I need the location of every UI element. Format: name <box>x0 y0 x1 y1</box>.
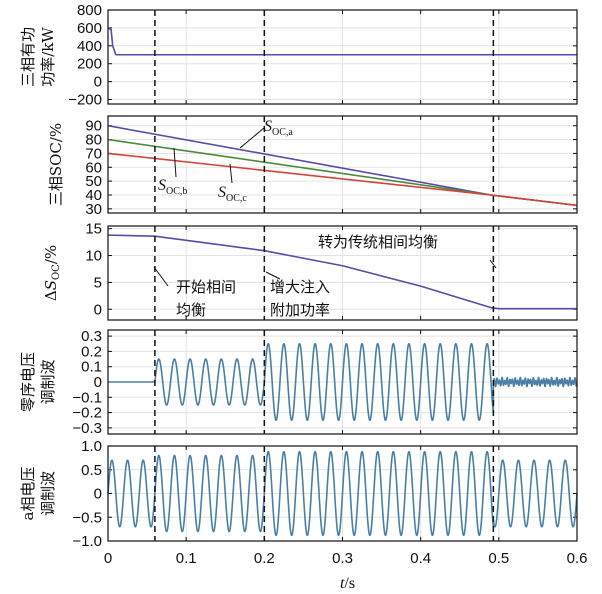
y-tick-label: −0.3 <box>72 420 102 437</box>
annotation-start-balance-1: 开始相间 <box>176 278 236 296</box>
annotation-leader <box>153 266 169 287</box>
y-tick-label: 5 <box>94 274 102 291</box>
plot-frame <box>107 9 578 105</box>
y-tick-label: −0.5 <box>72 509 102 526</box>
annotation-traditional: 转为传统相间均衡 <box>318 233 438 251</box>
annotation-leader <box>265 271 281 280</box>
y-tick-label: 0.5 <box>81 462 102 479</box>
y-tick-label: 0 <box>94 486 102 503</box>
y-tick-label: 0 <box>94 374 102 391</box>
y-tick-label: 1.0 <box>81 438 102 455</box>
y-tick-label: −1.0 <box>72 533 102 550</box>
y-tick-label: 30 <box>85 201 102 218</box>
annotation-soc-b: SOC,b <box>158 177 187 197</box>
y-tick-label: 90 <box>85 118 102 135</box>
series-line-zero_seq-0 <box>107 342 578 422</box>
y-tick-label: 200 <box>77 56 102 73</box>
y-tick-label: 0.3 <box>81 328 102 345</box>
annotation-start-balance-2: 均衡 <box>176 301 206 319</box>
x-tick-label: 0 <box>104 550 112 567</box>
panel-phase_a: 1.0 0.5 0 −0.5 −1.0 a相电压 调制波 <box>19 438 578 550</box>
annotation-increase-power-1: 增大注入 <box>270 278 330 296</box>
y-tick-label: 0 <box>94 301 102 318</box>
plot-frame <box>107 445 578 542</box>
annotation-leader <box>229 163 233 184</box>
series-line-dsoc-0 <box>107 234 577 310</box>
panel-dsoc: 15 10 5 0 ΔSOC/% <box>42 221 578 321</box>
y-tick-label: 600 <box>77 20 102 37</box>
annotation-increase-power-2: 附加功率 <box>270 301 330 319</box>
series-line-phase_a-0 <box>107 450 578 537</box>
y-axis-label: 三相有功 功率/kW <box>19 27 57 87</box>
y-axis-label: ΔSOC/% <box>42 245 62 301</box>
y-tick-label: −0.1 <box>72 389 102 406</box>
y-tick-label: 10 <box>85 248 102 265</box>
series-line-power-0 <box>107 27 577 56</box>
annotation-leader <box>489 259 497 269</box>
y-tick-label: −0.2 <box>72 405 102 422</box>
y-tick-label: −200 <box>68 92 102 109</box>
x-tick-label: 0.2 <box>254 550 275 567</box>
x-tick-label: 0.1 <box>176 550 197 567</box>
y-tick-label: 15 <box>85 221 102 238</box>
series-line-soc-2 <box>107 152 578 207</box>
annotation-soc-c: SOC,c <box>218 184 247 204</box>
y-tick-label: 70 <box>85 145 102 162</box>
y-axis-label: 三相SOC/% <box>47 123 65 206</box>
annotation-leader <box>173 147 177 178</box>
plot-frame <box>107 115 578 214</box>
y-axis-label: 零序电压 调制波 <box>19 352 57 412</box>
y-tick-label: 0 <box>94 74 102 91</box>
y-tick-label: 800 <box>77 2 102 19</box>
annotation-leader <box>239 127 265 149</box>
y-tick-label: 80 <box>85 132 102 149</box>
plot-frame <box>107 225 578 321</box>
x-tick-label: 0.6 <box>567 550 588 567</box>
y-tick-label: 400 <box>77 38 102 55</box>
annotation-soc-a: SOC,a <box>264 118 293 138</box>
panel-zero_seq: 0.30.20.10−0.1−0.2−0.3 零序电压 调制波 <box>19 328 578 437</box>
y-tick-label: 40 <box>85 187 102 204</box>
y-tick-label: 0.1 <box>81 359 102 376</box>
x-tick-label: 0.3 <box>332 550 353 567</box>
x-tick-label: 0.4 <box>410 550 431 567</box>
y-tick-label: 0.2 <box>81 343 102 360</box>
y-tick-label: 60 <box>85 159 102 176</box>
x-tick-label: 0.5 <box>488 550 509 567</box>
y-tick-label: 50 <box>85 173 102 190</box>
plot-frame <box>107 329 578 435</box>
y-axis-label: a相电压 调制波 <box>19 467 57 521</box>
x-axis-label: t/s <box>340 575 355 592</box>
